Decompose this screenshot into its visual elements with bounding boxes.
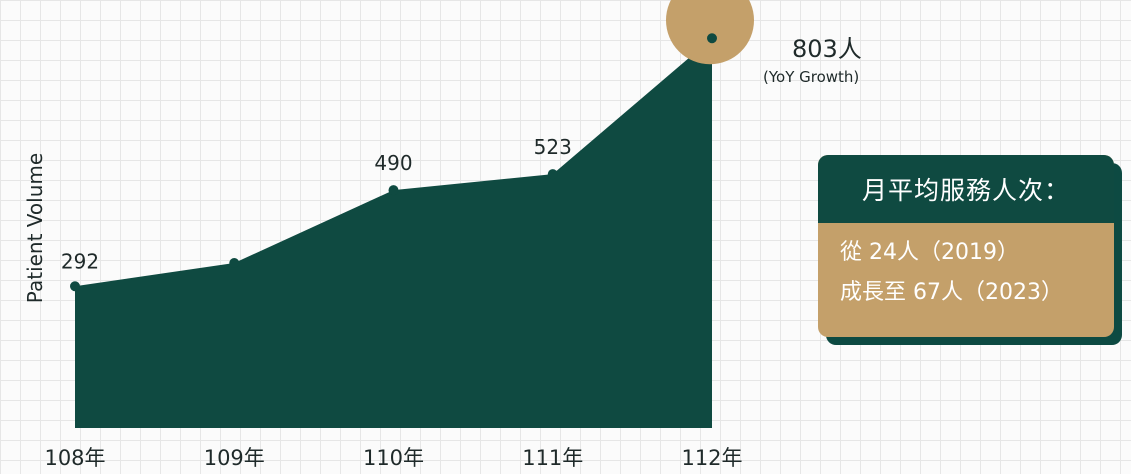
data-point — [707, 33, 717, 44]
area-series — [75, 38, 712, 428]
y-axis-label: Patient Volume — [23, 153, 47, 303]
data-point — [70, 281, 80, 292]
data-label: 803 — [692, 0, 728, 3]
peak-annotation-main: 803人 — [792, 35, 862, 63]
info-card: 月平均服務人次： 從 24人（2019） 成長至 67人（2023） — [818, 155, 1114, 337]
info-box-title: 月平均服務人次： — [818, 155, 1114, 223]
data-label: 490 — [374, 151, 412, 175]
data-point — [547, 169, 558, 180]
info-box-line-1: 從 24人（2019） — [840, 240, 1019, 265]
labels-layer: 292 490 523 803 — [61, 0, 728, 273]
x-tick-label: 108年 — [44, 446, 105, 470]
x-tick-label: 109年 — [204, 446, 265, 470]
points-layer — [70, 33, 717, 292]
data-label: 292 — [61, 249, 99, 273]
info-box-line-2: 成長至 67人（2023） — [840, 280, 1063, 305]
data-point — [229, 257, 240, 268]
data-point — [388, 185, 399, 196]
x-tick-label: 110年 — [363, 446, 424, 470]
area-layer — [75, 38, 712, 428]
peak-annotation-sub: (YoY Growth) — [763, 68, 859, 86]
x-tick-label: 112年 — [681, 446, 742, 470]
peak-highlight-circle — [666, 0, 754, 65]
x-tick-label: 111年 — [522, 446, 583, 470]
info-box-body: 從 24人（2019） 成長至 67人（2023） — [818, 223, 1114, 313]
x-ticks: 108年 109年 110年 111年 112年 — [44, 446, 742, 470]
highlight-layer — [666, 0, 754, 65]
data-label: 523 — [534, 135, 572, 159]
info-box: 月平均服務人次： 從 24人（2019） 成長至 67人（2023） — [818, 155, 1122, 345]
